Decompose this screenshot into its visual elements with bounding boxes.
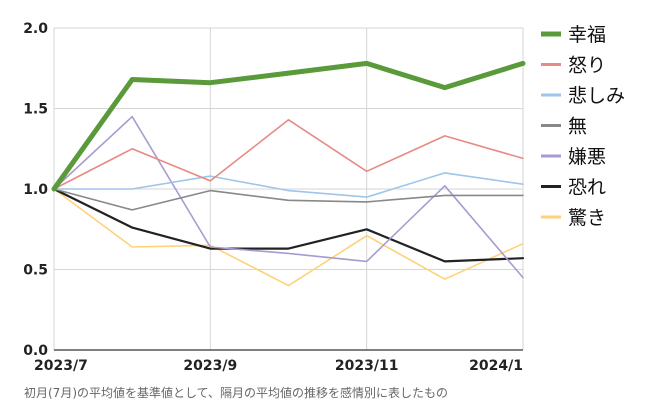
x-tick-label: 2024/1 (469, 358, 523, 374)
chart-caption: 初月(7月)の平均値を基準値として、隔月の平均値の推移を感情別に表したもの (24, 385, 448, 400)
x-tick-label: 2023/9 (183, 358, 237, 374)
legend-label: 幸福 (568, 24, 606, 46)
y-tick-label: 0.5 (23, 263, 48, 279)
series-line-1 (51, 60, 526, 192)
legend-label: 悲しみ (568, 85, 625, 107)
series-lines (51, 60, 526, 287)
legend-label: 驚き (568, 207, 606, 229)
legend-label: 無 (568, 116, 587, 138)
legend-label: 嫌悪 (568, 146, 606, 168)
series-line-5 (53, 115, 524, 279)
series-line-6 (52, 187, 525, 263)
x-tick-label: 2023/11 (335, 358, 399, 374)
series-line-3 (53, 172, 524, 198)
y-tick-label: 1.5 (23, 102, 48, 118)
series-line-2 (53, 119, 524, 190)
series-line-7 (53, 188, 524, 287)
y-tick-label: 0.0 (23, 343, 48, 359)
legend-label: 怒り (568, 55, 606, 77)
y-axis: 0.0 0.5 1.0 1.5 2.0 (23, 21, 48, 359)
y-tick-label: 1.0 (23, 182, 48, 198)
x-tick-label: 2023/7 (34, 358, 88, 374)
x-axis: 2023/7 2023/9 2023/11 2024/1 (34, 358, 523, 374)
series-line-4 (53, 188, 524, 211)
y-tick-label: 2.0 (23, 21, 48, 37)
legend-label: 恐れ (568, 177, 606, 199)
